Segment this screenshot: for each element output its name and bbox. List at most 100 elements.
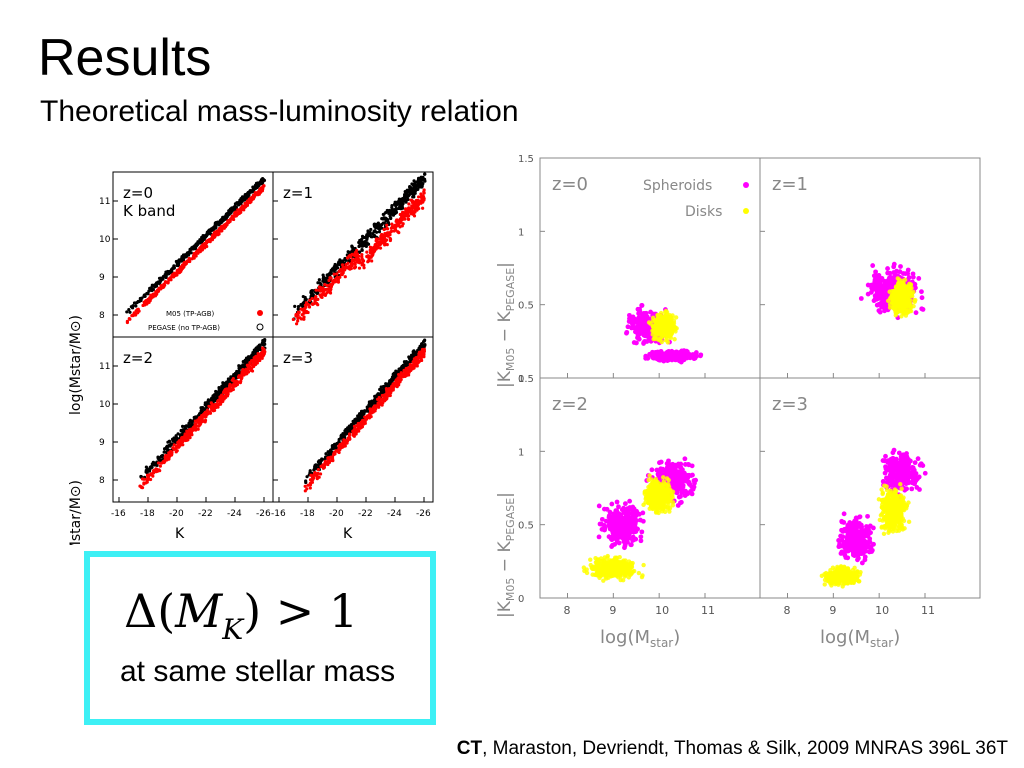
left-point	[324, 460, 328, 464]
left-point	[412, 354, 416, 358]
left-point	[360, 253, 364, 257]
left-point	[376, 403, 380, 407]
right-point-spheroid	[870, 263, 876, 268]
left-point	[357, 261, 362, 265]
left-point	[300, 313, 304, 317]
left-point	[230, 217, 234, 221]
left-point	[412, 363, 416, 367]
left-point	[206, 398, 211, 402]
left-point	[308, 298, 312, 303]
left-point	[417, 199, 421, 203]
left-point	[211, 226, 215, 230]
right-point-spheroid	[879, 300, 884, 305]
left-xtick: -24	[387, 509, 402, 519]
right-point-spheroid	[698, 352, 704, 358]
left-xtick: -20	[329, 509, 344, 519]
left-point	[331, 279, 335, 283]
right-point-disk	[667, 333, 672, 339]
left-point	[325, 290, 329, 295]
left-point	[355, 248, 359, 253]
left-point	[405, 210, 410, 214]
left-point	[257, 354, 261, 358]
left-point	[320, 295, 324, 300]
left-point	[306, 483, 310, 487]
left-ylabel-top: log(Mstar/M⊙)	[68, 315, 84, 415]
left-point	[142, 482, 146, 486]
left-panel-sublabel: K band	[123, 202, 175, 220]
left-panel-label: z=2	[123, 349, 153, 367]
left-point	[321, 279, 325, 283]
left-point	[411, 212, 416, 217]
right-point-spheroid	[873, 283, 879, 289]
right-point-disk	[902, 287, 907, 293]
left-point	[145, 302, 149, 306]
left-point	[227, 219, 231, 223]
left-point	[330, 447, 335, 451]
left-point	[383, 239, 387, 243]
left-point	[308, 481, 313, 485]
left-point	[173, 440, 177, 444]
left-point	[366, 260, 370, 264]
left-point	[210, 407, 215, 411]
left-point	[411, 189, 415, 193]
left-point	[408, 360, 412, 364]
right-point-disk	[656, 337, 661, 342]
left-point	[197, 421, 201, 425]
left-point	[186, 434, 191, 439]
left-point	[386, 234, 390, 238]
left-point	[243, 358, 247, 362]
left-point	[296, 307, 300, 311]
left-point	[405, 194, 410, 199]
left-point	[158, 464, 162, 468]
left-xlabel-2: K	[343, 526, 353, 542]
left-point	[325, 283, 329, 288]
left-point	[197, 424, 201, 428]
right-point-disk	[662, 310, 668, 315]
left-point	[399, 220, 403, 224]
left-point	[327, 278, 331, 283]
right-point-spheroid	[635, 324, 640, 329]
left-point	[338, 442, 342, 447]
left-point	[196, 240, 200, 244]
left-point	[128, 310, 132, 314]
left-point	[254, 347, 258, 351]
left-point	[417, 352, 421, 356]
left-point	[362, 266, 366, 270]
left-point	[308, 486, 312, 490]
right-point-spheroid	[882, 290, 887, 296]
left-point	[321, 466, 326, 470]
left-ytick: 8	[99, 311, 105, 321]
left-point	[357, 250, 362, 254]
left-point	[321, 290, 325, 294]
left-point	[421, 206, 425, 210]
left-xtick: -16	[271, 509, 286, 519]
right-point-spheroid	[635, 306, 641, 312]
left-point	[376, 226, 380, 231]
right-point-spheroid	[919, 295, 925, 301]
left-point	[403, 211, 407, 215]
left-point	[161, 277, 165, 281]
right-point-spheroid	[624, 329, 630, 335]
left-point	[246, 369, 250, 373]
left-point	[346, 436, 351, 440]
left-point	[409, 355, 413, 359]
left-point	[379, 234, 383, 238]
left-point	[127, 307, 131, 312]
left-point	[406, 366, 411, 370]
right-point-spheroid	[640, 324, 646, 330]
left-point	[237, 375, 241, 379]
left-point	[193, 422, 197, 426]
left-point	[245, 363, 250, 367]
left-point	[385, 223, 389, 227]
left-point	[148, 477, 153, 482]
left-point	[412, 351, 416, 355]
left-point	[352, 253, 356, 257]
left-point	[224, 213, 228, 217]
left-point	[164, 458, 169, 462]
right-point-spheroid	[636, 331, 642, 337]
left-point	[130, 306, 135, 310]
left-point	[241, 363, 245, 367]
left-point	[347, 266, 351, 270]
left-point	[176, 440, 180, 444]
slide-subtitle: Theoretical mass-luminosity relation	[40, 95, 519, 128]
